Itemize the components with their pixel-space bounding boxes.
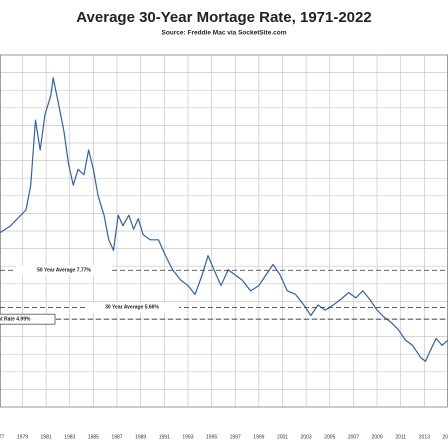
x-tick-label: 1989 — [135, 434, 146, 440]
x-tick-label: 2005 — [324, 434, 335, 440]
x-tick-label: 1995 — [206, 434, 217, 440]
annotation-box — [16, 265, 112, 276]
x-tick-label: 1979 — [17, 434, 28, 440]
x-tick-label: 2011 — [395, 434, 406, 440]
chart-subtitle: Source: Freddie Mac via SocketSite.com — [162, 30, 287, 37]
annotation-box — [0, 313, 56, 325]
chart-title: Average 30-Year Mortage Rate, 1971-2022 — [76, 9, 371, 26]
annotation-label: 50 Year Average 7.77% — [37, 268, 91, 274]
x-tick-label: 1993 — [182, 434, 193, 440]
x-tick-label: 2001 — [277, 434, 288, 440]
x-tick-label: 2007 — [348, 434, 359, 440]
x-tick-label: 2003 — [301, 434, 312, 440]
x-tick-label: 1999 — [253, 434, 264, 440]
x-tick-label: 1983 — [64, 434, 75, 440]
annotation-label: Current Rate 4.99% — [0, 317, 31, 323]
annotation-label: 30 Year Average 5.66% — [105, 305, 159, 311]
annotation-box — [85, 302, 179, 313]
x-tick-label: 2015 — [442, 434, 448, 440]
x-tick-label: 1987 — [111, 434, 122, 440]
x-tick-label: 1991 — [159, 434, 170, 440]
x-tick-label: 1985 — [88, 434, 99, 440]
x-tick-label: 2013 — [419, 434, 430, 440]
x-tick-label: 2009 — [372, 434, 383, 440]
x-tick-label: 1981 — [41, 434, 52, 440]
x-tick-label: 1997 — [230, 434, 241, 440]
rate-line — [0, 77, 448, 362]
x-tick-label: 1977 — [0, 434, 5, 440]
